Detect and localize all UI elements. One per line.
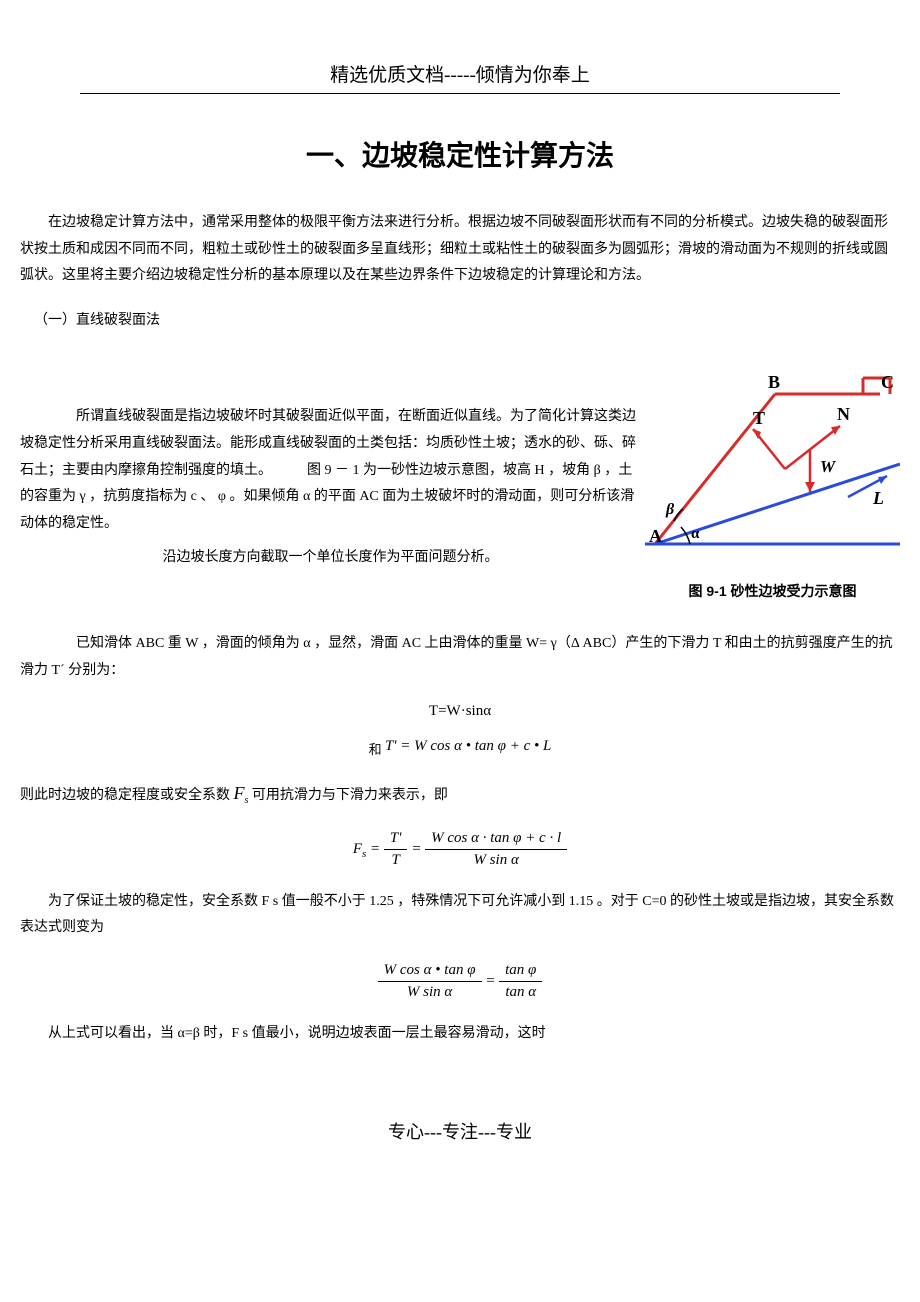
eq4-mid: = xyxy=(485,973,499,989)
equation-2: 和 T' = W cos α • tan φ + c • L xyxy=(20,738,900,758)
eq3-frac2: W cos α · tan φ + c · l W sin α xyxy=(425,828,567,871)
main-title: 一、边坡稳定性计算方法 xyxy=(20,134,900,174)
label-L: L xyxy=(872,488,884,508)
equation-3: Fs = T' T = W cos α · tan φ + c · l W si… xyxy=(20,828,900,871)
paragraph-2a: 所谓直线破裂面是指边坡破坏时其破裂面近似平面，在断面近似直线。为了简化计算这类边… xyxy=(20,404,641,537)
paragraph-5: 为了保证土坡的稳定性，安全系数 F s 值一般不小于 1.25 ，特殊情况下可允… xyxy=(20,889,900,942)
eq4-frac2: tan φ tan α xyxy=(499,960,542,1003)
eq3-eq: = xyxy=(370,841,384,857)
eq4-frac1: W cos α • tan φ W sin α xyxy=(378,960,482,1003)
label-A: A xyxy=(649,526,662,546)
eq1-text: T=W·sinα xyxy=(429,703,491,719)
eq2-text: T' = W cos α • tan φ + c • L xyxy=(385,738,551,754)
label-N: N xyxy=(837,404,850,424)
figure-left-text: 所谓直线破裂面是指边坡破坏时其破裂面近似平面，在断面近似直线。为了简化计算这类边… xyxy=(20,364,641,580)
label-B: B xyxy=(768,372,780,392)
page-header: 精选优质文档-----倾情为你奉上 xyxy=(20,60,900,87)
paragraph-6: 从上式可以看出，当 α=β 时，F s 值最小，说明边坡表面一层土最容易滑动，这… xyxy=(20,1021,900,1048)
eq3-f2-num: W cos α · tan φ + c · l xyxy=(425,828,567,850)
eq4-f1-den: W sin α xyxy=(378,982,482,1003)
label-C: C xyxy=(881,372,894,392)
section-1-label: （一）直线破裂面法 xyxy=(20,308,900,335)
paragraph-1: 在边坡稳定计算方法中，通常采用整体的极限平衡方法来进行分析。根据边坡不同破裂面形… xyxy=(20,210,900,290)
eq3-f2-den: W sin α xyxy=(425,850,567,871)
eq4-f1-num: W cos α • tan φ xyxy=(378,960,482,982)
eq3-sub: s xyxy=(362,848,366,860)
p4-post: 可用抗滑力与下滑力来表示，即 xyxy=(252,788,448,803)
label-W: W xyxy=(820,457,837,476)
paragraph-4: 则此时边坡的稳定程度或安全系数 Fs 可用抗滑力与下滑力来表示，即 xyxy=(20,776,900,810)
paragraph-2b: 沿边坡长度方向截取一个单位长度作为平面问题分析。 xyxy=(20,545,641,572)
equation-4: W cos α • tan φ W sin α = tan φ tan α xyxy=(20,960,900,1003)
eq4-f2-num: tan φ xyxy=(499,960,542,982)
eq4-f2-den: tan α xyxy=(499,982,542,1003)
p4-pre: 则此时边坡的稳定程度或安全系数 xyxy=(20,788,234,803)
equation-1: T=W·sinα xyxy=(20,703,900,720)
paragraph-3: 已知滑体 ABC 重 W ，滑面的倾角为 α ，显然，滑面 AC 上由滑体的重量… xyxy=(20,631,900,684)
eq3-f1-num: T' xyxy=(384,828,408,850)
eq3-f1-den: T xyxy=(384,850,408,871)
slope-diagram: A B C T N W L α β xyxy=(645,364,900,564)
eq3-mid: = xyxy=(411,841,425,857)
figure-caption: 图 9-1 砂性边坡受力示意图 xyxy=(645,581,900,601)
label-T: T xyxy=(753,408,765,428)
fs-symbol: Fs xyxy=(234,788,249,803)
figure-row: 所谓直线破裂面是指边坡破坏时其破裂面近似平面，在断面近似直线。为了简化计算这类边… xyxy=(20,364,900,601)
eq3-lhs: F xyxy=(353,841,362,857)
eq3-frac1: T' T xyxy=(384,828,408,871)
figure-column: A B C T N W L α β 图 9-1 砂性边坡受力示意图 xyxy=(645,364,900,601)
eq2-prefix: 和 xyxy=(369,742,385,757)
header-rule xyxy=(80,93,840,94)
page-footer: 专心---专注---专业 xyxy=(20,1118,900,1144)
label-beta: β xyxy=(665,501,675,518)
label-alpha: α xyxy=(691,526,700,542)
